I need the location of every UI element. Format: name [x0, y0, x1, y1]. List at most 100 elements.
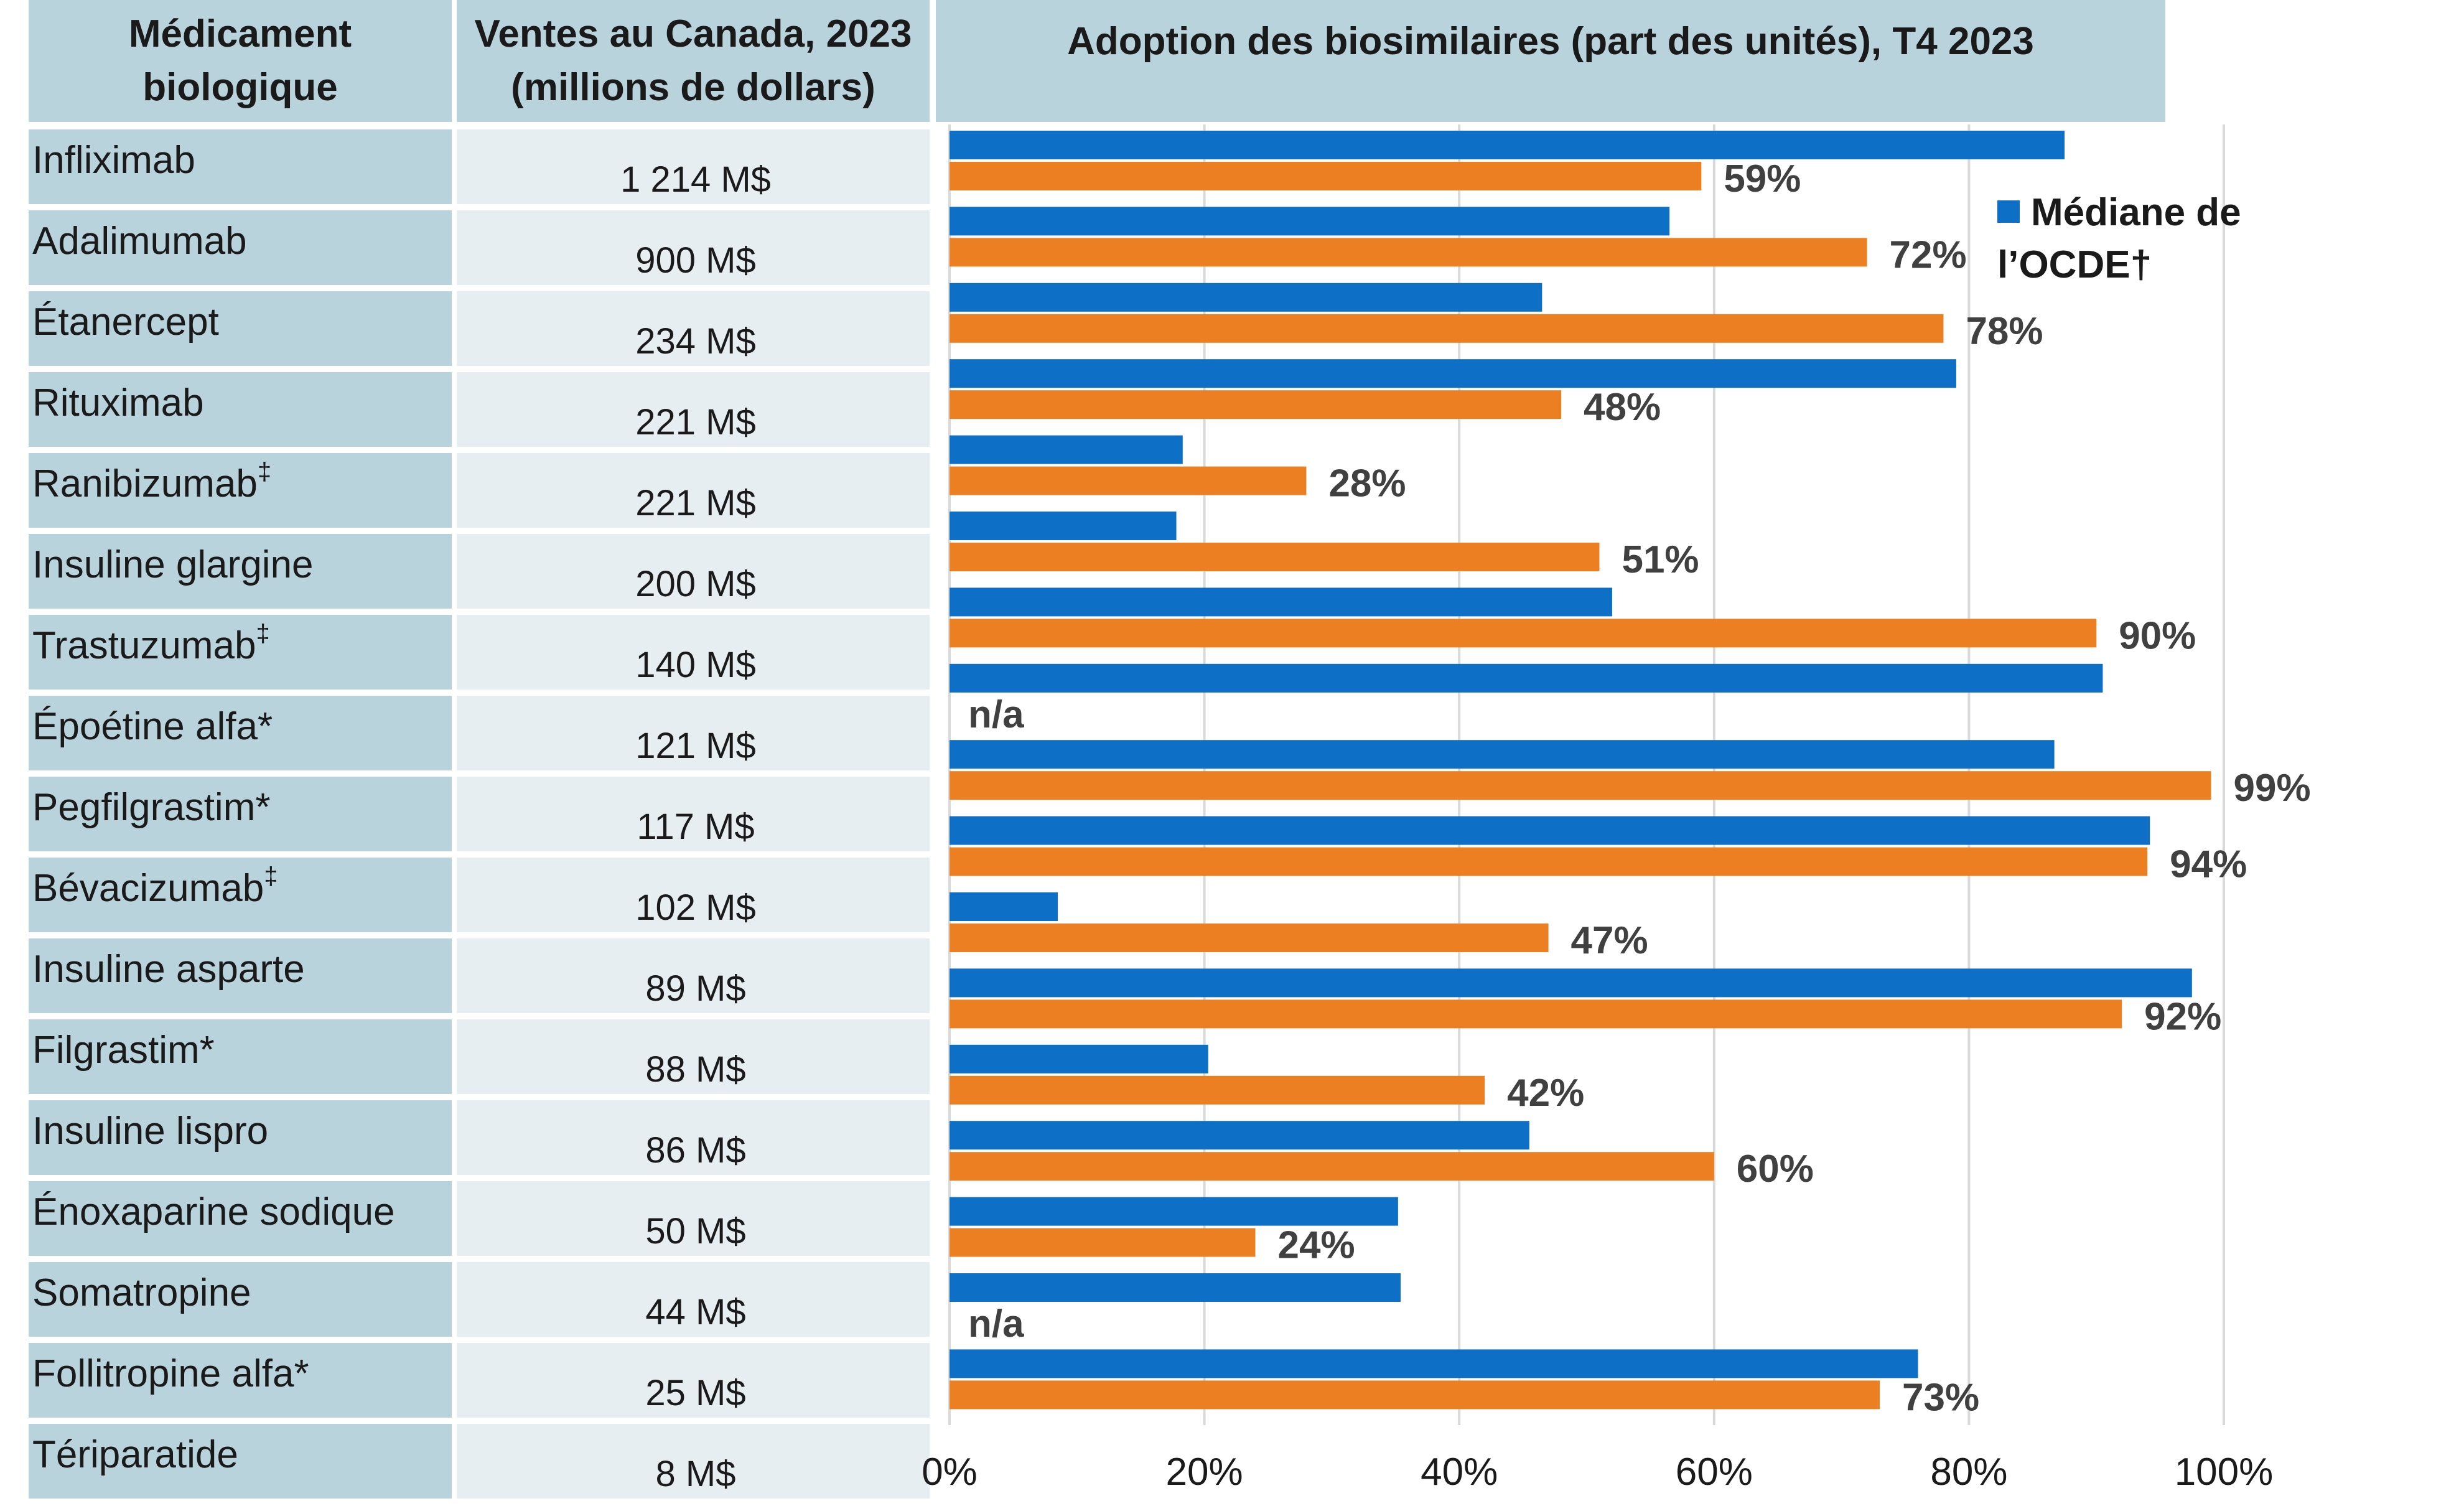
sales-cell: 234 M$	[457, 291, 930, 366]
drug-footnote-mark: ‡	[256, 620, 270, 647]
drug-name-cell: Trastuzumab‡	[29, 615, 452, 690]
canada-data-label: 78%	[1966, 310, 2043, 353]
oecd-median-bar	[950, 663, 2103, 693]
drug-name: Énoxaparine sodique	[32, 1190, 395, 1233]
sales-cell: 900 M$	[457, 210, 930, 285]
canada-data-label: 48%	[1584, 386, 1661, 429]
sales-cell: 86 M$	[457, 1100, 930, 1175]
header-sales-line1: Ventes au Canada, 2023	[474, 12, 912, 55]
sales-cell: 102 M$	[457, 858, 930, 932]
drug-name-cell: Somatropine	[29, 1262, 452, 1337]
sales-value: 1 214 M$	[620, 159, 771, 200]
header-drug-label: Médicament biologique	[128, 12, 352, 109]
drug-name-cell: Adalimumab	[29, 210, 452, 285]
drug-name-cell: Insuline lispro	[29, 1100, 452, 1175]
oecd-median-bar	[950, 207, 1670, 236]
drug-name: Insuline glargine	[32, 543, 314, 586]
sales-value: 88 M$	[645, 1049, 746, 1090]
sales-cell: 117 M$	[457, 777, 930, 851]
sales-cell: 221 M$	[457, 372, 930, 447]
x-tick-label: 40%	[1421, 1451, 1498, 1494]
drug-name: Bévacizumab‡	[32, 863, 278, 910]
canada-data-label: 90%	[2119, 614, 2196, 657]
drug-name: Tériparatide	[32, 1433, 238, 1476]
x-tick-label: 60%	[1676, 1451, 1753, 1494]
canada-data-label: 72%	[1890, 233, 1967, 276]
drug-name: Rituximab	[32, 381, 204, 424]
canada-data-label: 99%	[2234, 767, 2311, 810]
canada-adoption-bar	[950, 314, 1944, 343]
drug-name-cell: Pegfilgrastim*	[29, 777, 452, 851]
drug-name-cell: Follitropine alfa*	[29, 1343, 452, 1418]
canada-adoption-bar	[950, 771, 2211, 800]
header-drug: Médicament biologique	[29, 0, 452, 122]
x-tick-label: 0%	[922, 1451, 978, 1494]
oecd-median-bar	[950, 1197, 1398, 1226]
oecd-median-bar	[950, 816, 2150, 845]
sales-value: 221 M$	[635, 402, 756, 442]
drug-name-cell: Époétine alfa*	[29, 696, 452, 770]
canada-adoption-bar	[950, 1228, 1256, 1257]
canada-data-label: 47%	[1571, 919, 1648, 962]
header-adoption: Adoption des biosimilaires (part des uni…	[936, 0, 2165, 122]
sales-cell: 221 M$	[457, 453, 930, 528]
oecd-median-bar	[950, 1121, 1529, 1150]
sales-cell: 200 M$	[457, 534, 930, 609]
sales-value: 200 M$	[635, 564, 756, 604]
sales-value: 8 M$	[655, 1454, 736, 1494]
canada-adoption-bar	[950, 1075, 1485, 1105]
sales-value: 221 M$	[635, 483, 756, 523]
sales-cell: 25 M$	[457, 1343, 930, 1418]
drug-footnote-mark: ‡	[264, 863, 278, 890]
drug-name-cell: Ranibizumab‡	[29, 453, 452, 528]
drug-name-cell: Bévacizumab‡	[29, 858, 452, 932]
drug-name-cell: Filgrastim*	[29, 1019, 452, 1094]
drug-name-cell: Énoxaparine sodique	[29, 1181, 452, 1256]
sales-cell: 50 M$	[457, 1181, 930, 1256]
drug-footnote-mark: ‡	[257, 458, 272, 485]
canada-data-label: 60%	[1737, 1148, 1814, 1190]
canada-data-label: 42%	[1507, 1072, 1584, 1115]
canada-adoption-bar	[950, 390, 1562, 419]
sales-cell: 44 M$	[457, 1262, 930, 1337]
sales-cell: 89 M$	[457, 938, 930, 1013]
sales-cell: 121 M$	[457, 696, 930, 770]
canada-data-label: 24%	[1278, 1224, 1355, 1267]
oecd-median-bar	[950, 1044, 1208, 1073]
drug-name: Pegfilgrastim*	[32, 786, 271, 829]
canada-adoption-bar	[950, 924, 1549, 952]
x-tick-label: 80%	[1930, 1451, 2007, 1494]
drug-name: Adalimumab	[32, 220, 247, 263]
oecd-median-bar	[950, 283, 1542, 312]
drug-name: Époétine alfa*	[32, 705, 273, 748]
oecd-median-bar	[950, 587, 1612, 617]
canada-adoption-bar	[950, 162, 1702, 190]
oecd-median-bar	[950, 740, 2055, 769]
oecd-median-bar	[950, 435, 1183, 464]
drug-name: Filgrastim*	[32, 1029, 215, 1072]
sales-value: 44 M$	[645, 1292, 746, 1332]
canada-data-label: 59%	[1724, 157, 1801, 200]
canada-adoption-bar	[950, 1380, 1880, 1410]
oecd-median-bar	[950, 892, 1058, 921]
oecd-median-bar	[950, 131, 2065, 159]
sales-value: 50 M$	[645, 1211, 746, 1251]
oecd-median-bar	[950, 1273, 1401, 1302]
canada-adoption-bar	[950, 847, 2148, 876]
drug-name-cell: Rituximab	[29, 372, 452, 447]
drug-name: Insuline lispro	[32, 1110, 269, 1153]
drug-name: Follitropine alfa*	[32, 1352, 309, 1395]
legend-swatch-oecd	[1997, 200, 2020, 223]
sales-cell: 140 M$	[457, 615, 930, 690]
canada-adoption-bar	[950, 999, 2122, 1029]
drug-name-cell: Tériparatide	[29, 1424, 452, 1499]
drug-name: Ranibizumab‡	[32, 458, 272, 505]
x-tick-label: 20%	[1166, 1451, 1243, 1494]
sales-value: 25 M$	[645, 1373, 746, 1413]
drug-name-cell: Insuline glargine	[29, 534, 452, 609]
sales-value: 121 M$	[635, 726, 756, 766]
sales-cell: 88 M$	[457, 1019, 930, 1094]
canada-data-label: 92%	[2144, 995, 2221, 1038]
oecd-median-bar	[950, 512, 1177, 540]
